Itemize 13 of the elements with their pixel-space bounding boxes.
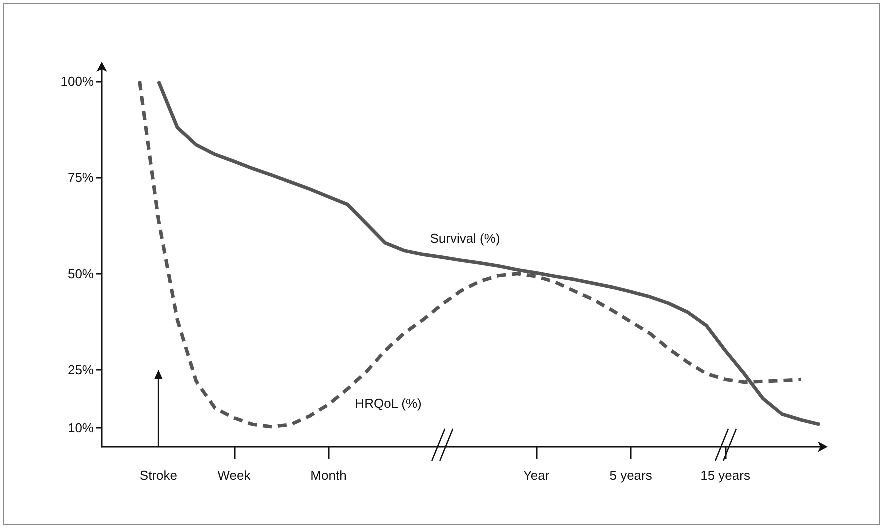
series-label: Survival (%) (430, 231, 500, 246)
y-tick-label: 75% (68, 170, 94, 186)
x-tick-label: Week (218, 468, 252, 483)
series-label: HRQoL (%) (355, 396, 422, 411)
y-tick-label: 25% (68, 362, 94, 378)
y-tick-label: 100% (60, 74, 94, 90)
y-tick-label: 10% (68, 420, 94, 436)
x-tick-label: Month (310, 468, 347, 483)
x-tick-label: 15 years (700, 468, 751, 483)
x-tick-label: Stroke (140, 468, 178, 483)
x-tick-label: Year (523, 468, 550, 483)
y-tick-label: 50% (68, 266, 94, 282)
x-tick-label: 5 years (610, 468, 653, 483)
